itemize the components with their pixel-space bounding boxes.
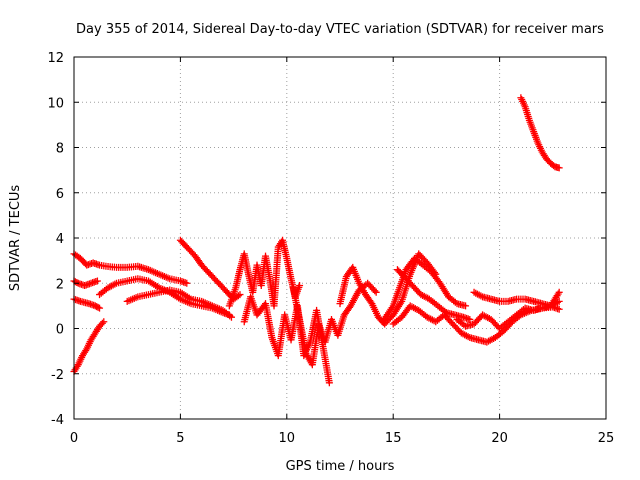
series-sat-e: [96, 275, 233, 319]
x-tick-label: 25: [598, 431, 615, 446]
data-point: [372, 288, 380, 296]
data-point: [462, 302, 470, 310]
data-points: [70, 94, 563, 387]
x-tick-label: 5: [176, 431, 184, 446]
y-tick-label: -2: [51, 368, 64, 383]
x-tick-label: 10: [279, 431, 296, 446]
data-point: [73, 278, 81, 286]
x-tick-label: 20: [491, 431, 508, 446]
chart-title: Day 355 of 2014, Sidereal Day-to-day VTE…: [76, 22, 604, 37]
y-tick-label: 4: [56, 232, 64, 247]
grid-lines: [74, 57, 606, 419]
x-axis-label: GPS time / hours: [286, 459, 395, 474]
data-point: [325, 379, 333, 387]
y-tick-label: -4: [51, 413, 64, 428]
y-tick-label: 0: [56, 323, 64, 338]
series-sat-j: [289, 279, 380, 369]
series-sat-i: [240, 293, 333, 387]
y-tick-label: 6: [56, 187, 64, 202]
series-sat-l: [379, 254, 470, 326]
series-sat-c: [70, 295, 104, 312]
data-point: [555, 288, 563, 296]
axis-ticks: 0 5 10 15 20 25 -4 -2 0 2 4 6 8 10 12: [47, 51, 614, 446]
data-point: [466, 315, 474, 323]
data-point: [555, 164, 563, 172]
data-point: [236, 291, 244, 299]
data-point: [98, 319, 106, 327]
series-sat-f: [123, 286, 235, 321]
data-point: [94, 303, 102, 311]
data-point: [555, 305, 563, 313]
y-tick-label: 12: [47, 51, 64, 66]
data-point: [296, 282, 304, 290]
x-tick-label: 15: [385, 431, 402, 446]
data-point: [371, 287, 379, 295]
y-tick-label: 2: [56, 277, 64, 292]
data-point: [227, 313, 235, 321]
y-tick-label: 10: [47, 96, 64, 111]
data-point: [183, 279, 191, 287]
y-tick-label: 8: [56, 142, 64, 157]
data-point: [100, 318, 108, 326]
series-sat-q: [517, 94, 563, 172]
data-point: [93, 277, 101, 285]
series-sat-p: [470, 288, 563, 310]
series-sat-a: [70, 250, 191, 287]
series-sat-d: [70, 318, 108, 375]
x-tick-label: 0: [70, 431, 78, 446]
series-sat-m: [393, 266, 474, 323]
data-point: [96, 304, 104, 312]
y-axis-label: SDTVAR / TECUs: [8, 185, 23, 292]
